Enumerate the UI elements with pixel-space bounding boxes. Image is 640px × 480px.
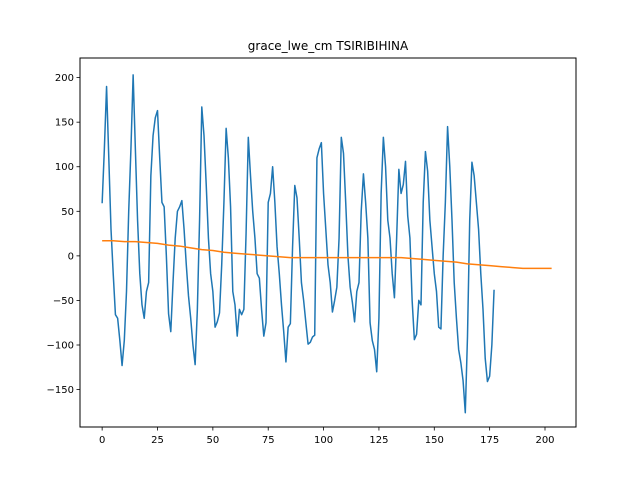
y-tick-label: 0 — [68, 251, 74, 262]
x-tick-label: 100 — [314, 435, 333, 446]
x-tick-label: 150 — [425, 435, 444, 446]
x-tick-label: 200 — [535, 435, 554, 446]
y-tick-label: −150 — [47, 385, 74, 396]
x-tick-label: 125 — [369, 435, 388, 446]
chart-title: grace_lwe_cm TSIRIBIHINA — [248, 39, 409, 53]
y-tick-label: −100 — [47, 341, 74, 352]
plot-frame — [79, 57, 577, 428]
x-tick-label: 175 — [480, 435, 499, 446]
plot-area: 0 25 50 75 100 125 150 175 200 −150 −100 −50 0 50 100 1… — [47, 73, 555, 446]
series-line-2 — [102, 239, 552, 270]
y-tick-label: 150 — [55, 118, 74, 129]
y-tick-label: 100 — [55, 162, 74, 173]
y-tick-label: 50 — [61, 207, 74, 218]
series-line-1 — [101, 74, 495, 414]
y-tick-label: 200 — [55, 73, 74, 84]
x-tick-label: 25 — [151, 435, 164, 446]
x-tick-label: 0 — [99, 435, 105, 446]
x-tick-label: 50 — [206, 435, 219, 446]
x-tick-label: 75 — [262, 435, 275, 446]
y-tick-label: −50 — [53, 296, 74, 307]
